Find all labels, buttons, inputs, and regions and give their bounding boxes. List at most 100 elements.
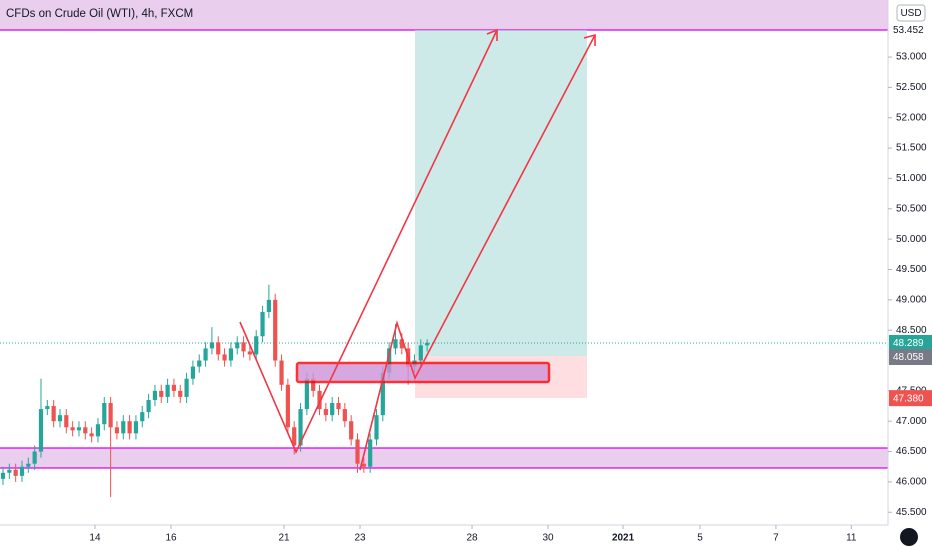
- candle-body: [7, 469, 12, 473]
- candle-body: [279, 360, 284, 385]
- candle-body: [89, 433, 94, 437]
- candle-body: [336, 403, 341, 410]
- candle-body: [222, 354, 227, 361]
- candle-body: [254, 336, 259, 355]
- candle-body: [355, 439, 360, 464]
- x-tick-label: 5: [697, 533, 703, 544]
- candle-body: [273, 299, 278, 361]
- y-tick-label: 48.500: [896, 325, 927, 336]
- candle-body: [0, 472, 6, 479]
- candle-body: [425, 342, 430, 346]
- x-tick-label: 2021: [612, 533, 635, 544]
- x-tick-label: 16: [165, 533, 177, 544]
- candle-body: [171, 384, 177, 391]
- price-marker: [889, 390, 932, 407]
- currency-box[interactable]: [896, 4, 926, 22]
- drawing-lines: [239, 28, 596, 471]
- candle-body: [127, 421, 132, 434]
- y-tick-label: 49.500: [896, 264, 927, 275]
- candle-body: [146, 399, 151, 413]
- candle-body: [361, 463, 366, 467]
- candle-body: [13, 469, 18, 476]
- y-tick-label: 52.000: [896, 112, 927, 123]
- y-tick-label: 51.000: [896, 173, 927, 184]
- y-tick-label: 47.000: [896, 416, 927, 427]
- candle-body: [380, 372, 385, 416]
- chart-title: CFDs on Crude Oil (WTI), 4h, FXCM: [6, 8, 193, 20]
- candle-body: [285, 384, 290, 428]
- candle-body: [95, 424, 101, 437]
- price-marker: [889, 334, 932, 351]
- y-tick-label: 46.500: [896, 446, 927, 457]
- candle-body: [108, 403, 113, 428]
- candle-body: [317, 390, 322, 410]
- price-marker-label: 53.452: [893, 25, 924, 36]
- candle-body: [203, 348, 208, 361]
- x-tick-label: 30: [542, 533, 554, 544]
- candle-body: [216, 342, 221, 355]
- candle-body: [19, 466, 25, 476]
- candle-body: [70, 427, 75, 431]
- candle-body: [76, 427, 82, 431]
- highlight-box: [295, 361, 551, 384]
- support-zone: [0, 448, 888, 468]
- x-tick-label: 28: [466, 533, 478, 544]
- candle-body: [57, 415, 63, 422]
- candle-body: [368, 439, 373, 467]
- y-tick-label: 50.500: [896, 203, 927, 214]
- candle-body: [209, 342, 215, 349]
- candle-body: [152, 390, 158, 400]
- price-marker-label: 48.289: [893, 338, 924, 349]
- y-tick-label: 50.000: [896, 234, 927, 245]
- x-tick-label: 7: [773, 533, 779, 544]
- currency: USD: [900, 8, 921, 19]
- x-tick-label: 11: [846, 533, 857, 544]
- x-tick-label: 23: [354, 533, 366, 544]
- candle-body: [184, 378, 189, 397]
- candle-body: [399, 339, 404, 349]
- candle-body: [387, 348, 392, 373]
- candle-body: [304, 378, 309, 410]
- candle-body: [197, 360, 202, 367]
- candle-body: [374, 415, 379, 440]
- y-tick-label: 45.500: [896, 507, 927, 518]
- candle-body: [32, 451, 37, 464]
- candle-body: [292, 427, 297, 446]
- candle-body: [260, 311, 265, 337]
- y-tick-label: 46.000: [896, 477, 927, 488]
- price-marker-label: 48.058: [893, 352, 924, 363]
- profit-zone: [415, 30, 587, 356]
- candle-body: [342, 409, 347, 422]
- y-tick-label: 49.000: [896, 294, 927, 305]
- candle-body: [298, 409, 303, 446]
- candle-body: [45, 406, 50, 410]
- candle-body: [190, 366, 196, 379]
- candle-body: [349, 421, 354, 440]
- y-tick-label: 53.000: [896, 52, 927, 63]
- candle-body: [26, 463, 31, 467]
- price-marker: [889, 349, 932, 365]
- y-tick-label: 52.500: [896, 82, 927, 93]
- candle-body: [83, 427, 88, 434]
- candle-body: [266, 299, 271, 312]
- candle-body: [418, 345, 423, 361]
- candle-body: [51, 406, 56, 422]
- candle-body: [323, 409, 328, 416]
- candle-body: [178, 390, 183, 397]
- candle-body: [247, 351, 252, 355]
- price-marker: [889, 21, 932, 38]
- candle-body: [121, 421, 126, 434]
- candle-body: [102, 403, 107, 425]
- x-tick-label: 14: [89, 533, 101, 544]
- candle-body: [235, 342, 240, 349]
- logo: [900, 528, 918, 546]
- candle-body: [38, 409, 44, 452]
- candle-body: [393, 339, 398, 349]
- candle-body: [64, 415, 69, 428]
- candle-body: [228, 348, 233, 361]
- candle-body: [159, 390, 164, 397]
- candle-body: [140, 412, 145, 422]
- y-tick-label: 51.500: [896, 143, 927, 154]
- candle-body: [133, 421, 139, 434]
